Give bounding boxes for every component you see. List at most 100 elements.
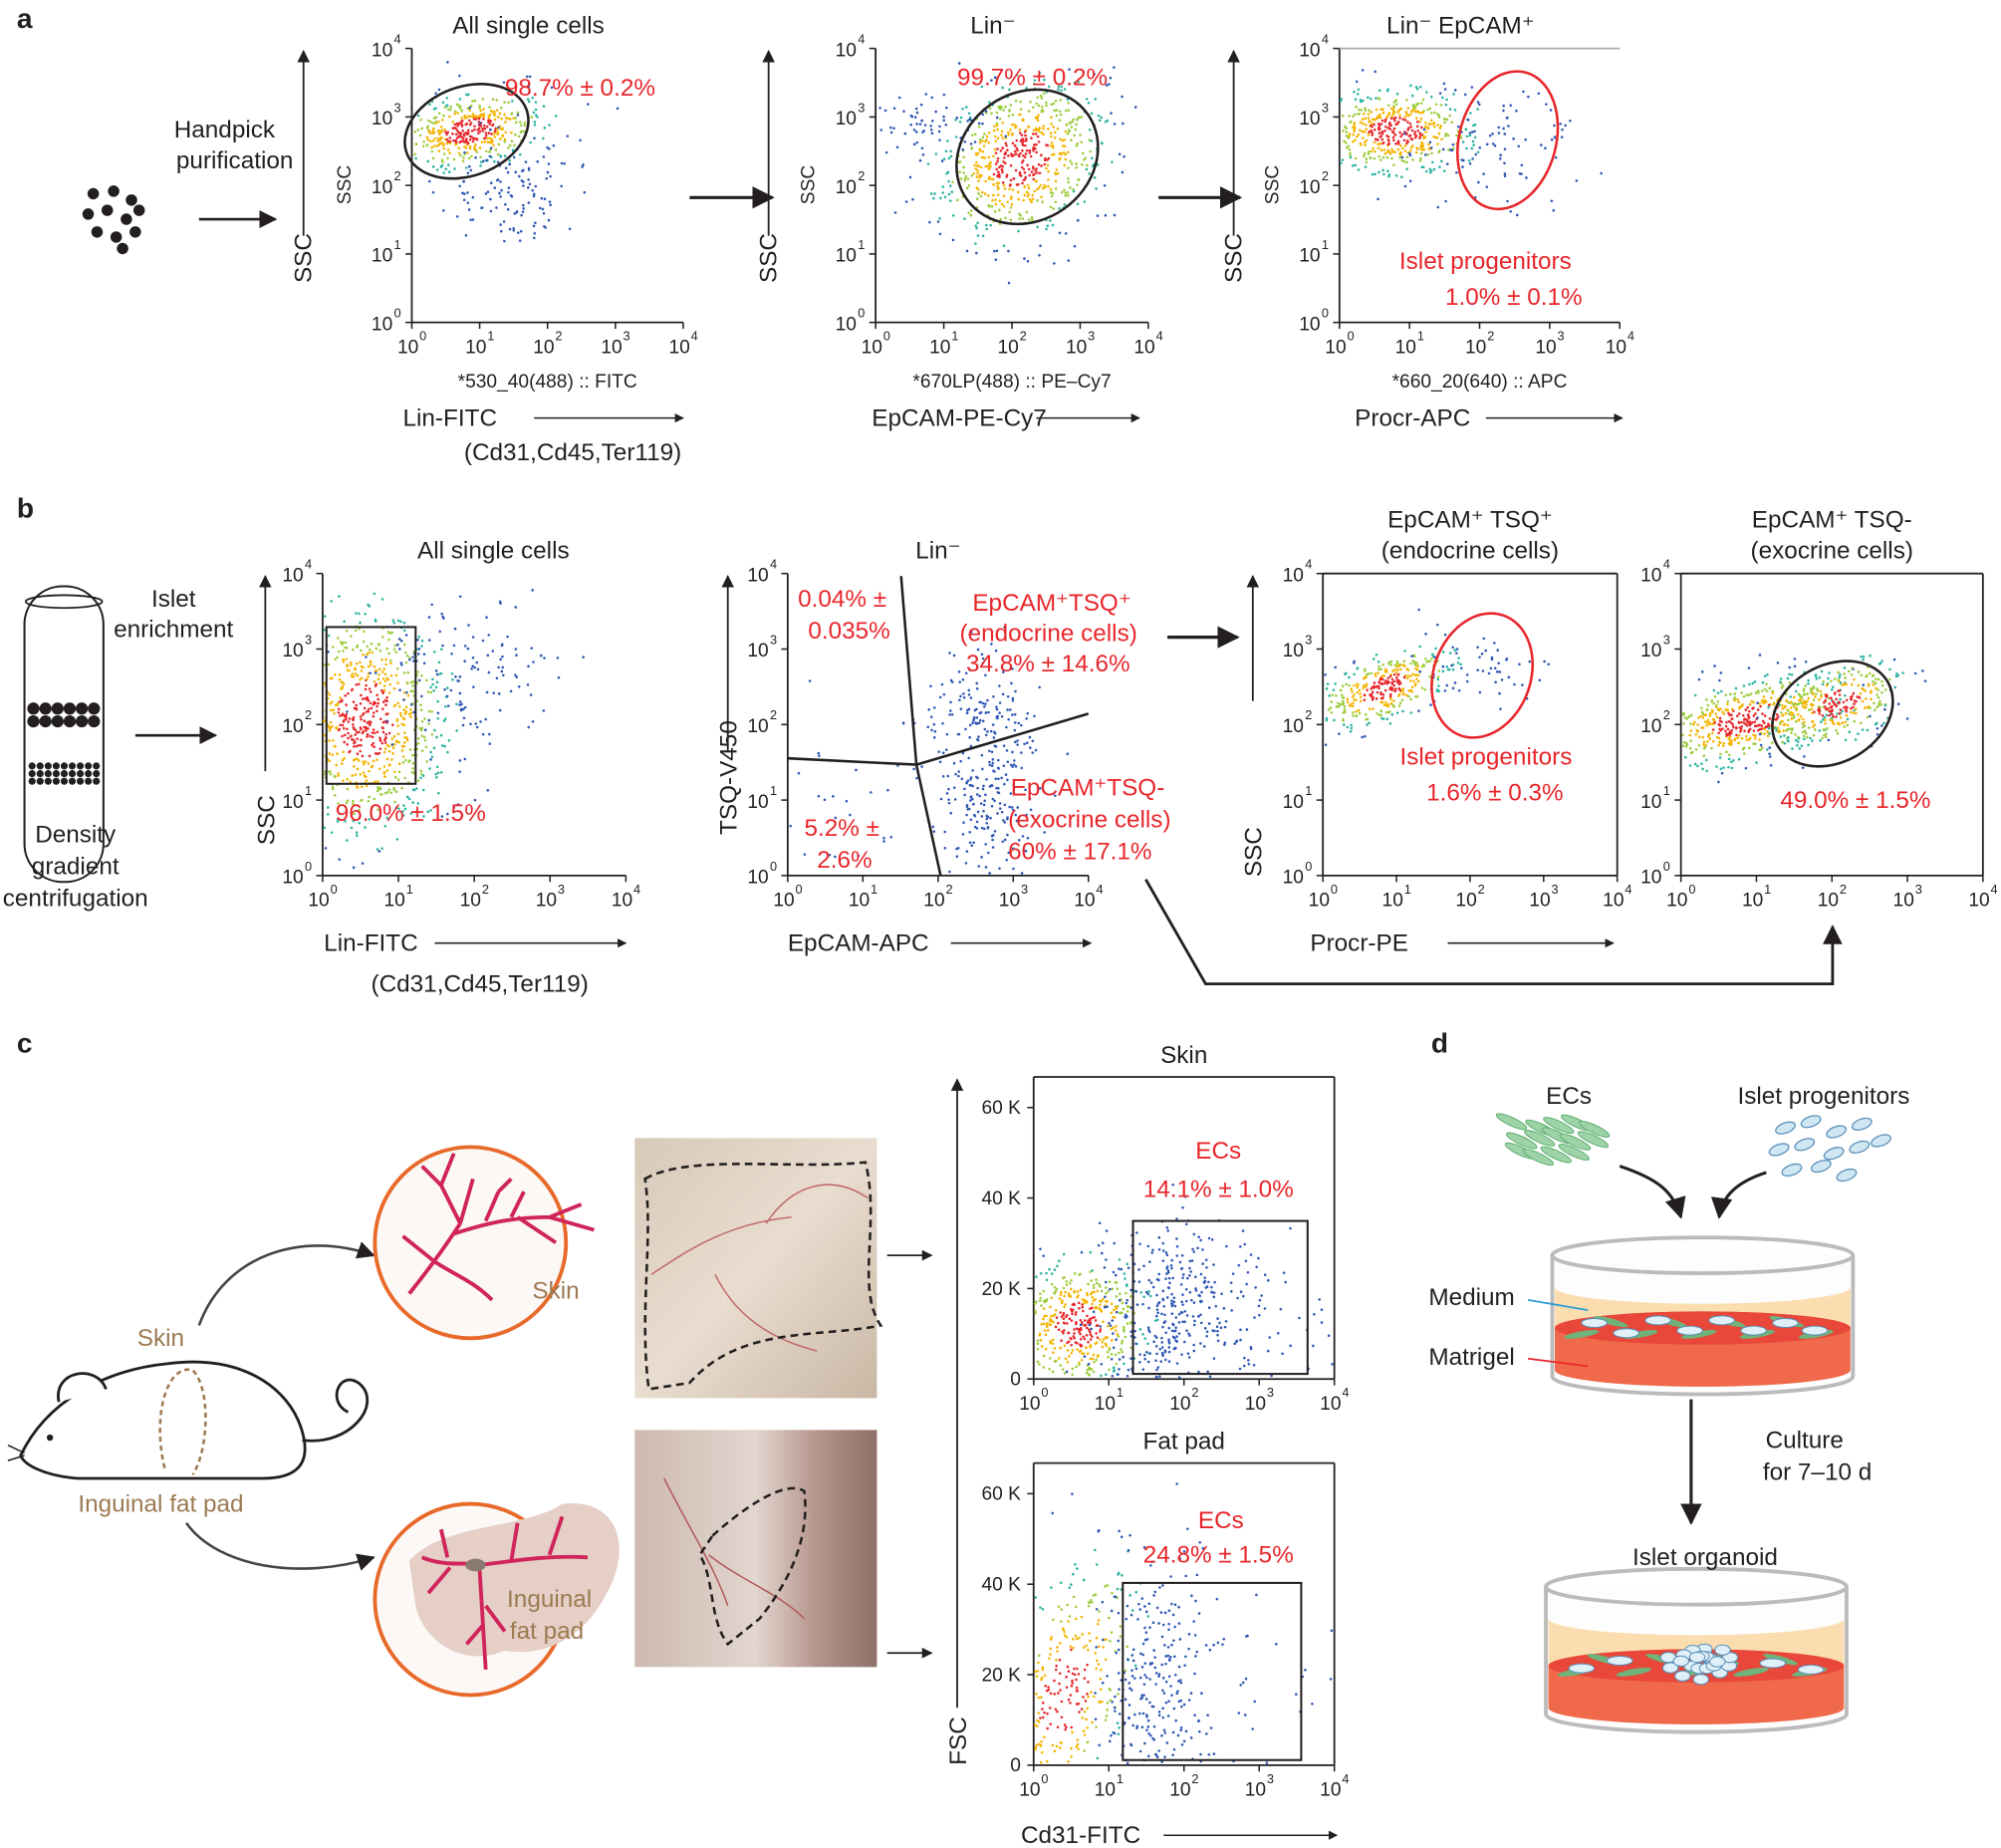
vessels	[401, 1153, 595, 1302]
event-dot	[343, 756, 346, 760]
event-dot	[1345, 145, 1349, 149]
event-dot	[1054, 794, 1057, 797]
event-dot	[1753, 736, 1757, 740]
event-dot	[523, 121, 527, 125]
event-dot	[1100, 1289, 1104, 1293]
x-tick-label: 1	[1404, 882, 1411, 897]
event-dot	[1023, 131, 1027, 133]
event-dot	[1704, 713, 1708, 716]
event-dot	[369, 723, 372, 727]
event-dot	[380, 658, 383, 661]
event-dot	[376, 677, 380, 681]
event-dot	[1089, 1338, 1093, 1341]
event-dot	[499, 106, 503, 110]
event-dot	[991, 723, 995, 726]
tube-label: gradient	[32, 854, 120, 881]
y-tick-label: 40 K	[982, 1188, 1022, 1209]
event-dot	[529, 693, 533, 696]
event-dot	[1007, 131, 1010, 134]
event-dot	[978, 794, 981, 798]
event-dot	[1354, 138, 1357, 141]
event-dot	[381, 730, 385, 734]
event-dot	[1012, 867, 1015, 871]
event-dot	[1074, 128, 1078, 132]
event-dot	[909, 123, 912, 127]
event-dot	[897, 96, 901, 100]
event-dot	[1069, 1294, 1073, 1298]
event-dot	[1396, 678, 1400, 682]
event-dot	[1147, 1290, 1150, 1293]
event-dot	[419, 708, 423, 711]
event-dot	[445, 694, 449, 698]
event-dot	[988, 872, 991, 875]
x-tick-label: 0	[1331, 882, 1338, 897]
event-dot	[1436, 623, 1439, 627]
event-dot	[1342, 723, 1346, 726]
event-dot	[501, 665, 504, 669]
event-dot	[1063, 1294, 1066, 1298]
x-tick-label: 3	[1021, 882, 1028, 897]
event-dot	[534, 184, 538, 188]
event-dot	[1805, 700, 1808, 704]
event-dot	[1821, 682, 1825, 686]
event-dot	[397, 807, 400, 811]
event-dot	[1893, 685, 1897, 689]
event-dot	[1403, 119, 1407, 122]
y-tick-label: 4	[770, 557, 777, 572]
event-dot	[961, 677, 965, 681]
event-dot	[392, 788, 396, 792]
flow-arrow	[184, 1522, 375, 1571]
event-dot	[1731, 723, 1735, 726]
event-dot	[331, 787, 335, 791]
event-dot	[1121, 1311, 1124, 1314]
event-dot	[975, 160, 978, 164]
event-dot	[1453, 649, 1456, 652]
x-tick-label: 10	[999, 891, 1020, 912]
event-dot	[984, 843, 987, 846]
event-dot	[1361, 69, 1365, 72]
event-dot	[1843, 672, 1846, 675]
event-dot	[419, 776, 422, 780]
event-dot	[1376, 671, 1379, 674]
event-dot	[958, 698, 961, 702]
event-dot	[1392, 127, 1396, 131]
event-dot	[1110, 1352, 1114, 1356]
event-dot	[1128, 1295, 1132, 1298]
event-dot	[393, 703, 397, 707]
event-dot	[1520, 172, 1523, 175]
event-dot	[470, 154, 473, 158]
x-tick-label: 3	[1915, 882, 1922, 897]
event-dot	[1390, 115, 1394, 118]
event-dot	[1364, 117, 1367, 121]
event-dot	[1034, 179, 1038, 183]
event-dot	[1792, 714, 1796, 717]
event-dot	[1348, 675, 1351, 679]
event-dot	[464, 146, 468, 149]
event-dot	[1155, 1293, 1158, 1297]
event-dot	[1356, 691, 1359, 694]
event-dot	[522, 207, 525, 210]
marker-label: Procr-APC	[1355, 404, 1470, 431]
event-dot	[333, 711, 336, 715]
event-dot	[1874, 708, 1876, 711]
event-dot	[1397, 672, 1400, 676]
event-dot	[1338, 732, 1341, 735]
event-dot	[1389, 124, 1392, 128]
event-dot	[447, 163, 450, 166]
event-dot	[998, 867, 1001, 871]
event-dot	[1029, 808, 1033, 812]
event-dot	[927, 708, 931, 711]
event-dot	[1094, 1319, 1098, 1322]
event-dot	[383, 720, 386, 723]
event-dot	[1818, 709, 1821, 712]
event-dot	[1170, 1292, 1173, 1296]
event-dot	[1688, 746, 1692, 750]
event-dot	[350, 734, 353, 737]
event-dot	[455, 702, 458, 706]
event-dot	[478, 107, 481, 110]
event-dot	[1764, 700, 1767, 704]
event-dot	[1715, 735, 1719, 739]
event-dot	[1025, 741, 1029, 744]
event-dot	[1455, 652, 1458, 655]
event-dot	[543, 127, 547, 130]
